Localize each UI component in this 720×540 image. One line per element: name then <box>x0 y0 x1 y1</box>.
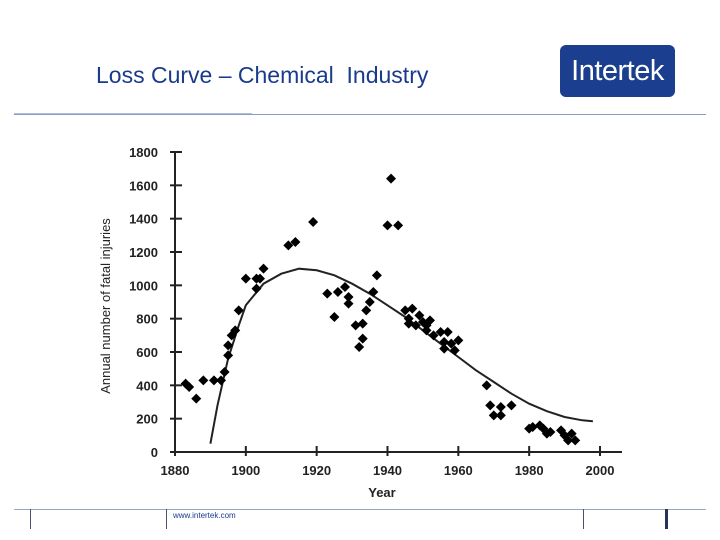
data-point <box>527 422 538 432</box>
data-point <box>191 393 202 404</box>
data-point <box>368 287 379 297</box>
data-point <box>545 427 556 437</box>
data-point <box>414 310 425 321</box>
data-point <box>453 335 464 346</box>
data-point <box>308 217 319 227</box>
data-point <box>290 237 301 247</box>
y-tick-label: 1200 <box>129 245 158 260</box>
chart-axes: 0 200 400 600 800 1000 1200 1400 1600 1800 1880 190… <box>129 145 622 478</box>
data-points-layer <box>180 173 581 446</box>
y-tick-label: 400 <box>136 378 158 393</box>
data-point <box>421 325 432 336</box>
data-point <box>442 327 453 337</box>
data-point <box>283 240 294 251</box>
data-point <box>563 435 574 446</box>
y-tick-label: 600 <box>136 345 158 360</box>
footer-tick <box>166 509 167 529</box>
footer-tick <box>583 509 584 529</box>
slide-title: Loss Curve – Chemical Industry <box>96 62 429 88</box>
data-point <box>184 382 195 392</box>
data-point <box>219 367 230 377</box>
data-point <box>251 283 262 294</box>
data-point <box>223 340 234 351</box>
data-point <box>495 402 506 412</box>
data-point <box>216 375 227 386</box>
data-point <box>357 318 368 329</box>
y-tick-label: 1000 <box>129 278 158 293</box>
data-point <box>566 428 577 439</box>
data-point <box>481 380 492 391</box>
data-point <box>393 220 404 231</box>
y-tick-label: 1600 <box>129 178 158 193</box>
x-tick-label: 1940 <box>373 463 402 478</box>
data-point <box>407 303 418 314</box>
data-point <box>364 297 375 307</box>
data-point <box>570 435 581 446</box>
data-point <box>403 318 414 329</box>
data-point <box>258 263 269 274</box>
data-point <box>255 273 265 284</box>
x-tick-label: 1960 <box>444 463 473 478</box>
data-point <box>223 350 234 361</box>
y-tick-label: 1400 <box>129 212 158 227</box>
data-point <box>506 400 517 411</box>
data-point <box>230 325 241 336</box>
y-tick-label: 200 <box>136 412 158 427</box>
data-point <box>449 345 460 356</box>
x-tick-label: 1880 <box>161 463 190 478</box>
y-tick-label: 800 <box>136 312 158 327</box>
x-tick-label: 1900 <box>231 463 260 478</box>
data-point <box>240 273 251 284</box>
y-axis-label: Annual number of fatal injuries <box>98 218 113 394</box>
data-point <box>332 287 343 297</box>
data-point <box>382 220 393 231</box>
x-axis-label: Year <box>368 485 395 500</box>
data-point <box>329 312 340 322</box>
data-point <box>435 327 446 337</box>
data-point <box>439 337 450 347</box>
data-point <box>350 320 361 331</box>
footer-tick <box>30 509 31 529</box>
x-tick-label: 1920 <box>302 463 331 478</box>
x-tick-label: 2000 <box>586 463 615 478</box>
data-point <box>322 288 333 299</box>
footer-rule <box>14 509 706 510</box>
data-point <box>198 375 209 386</box>
footer-url[interactable]: www.intertek.com <box>173 511 236 520</box>
fitted-curve-layer <box>209 267 593 444</box>
data-point <box>495 410 506 421</box>
data-point <box>485 400 496 411</box>
data-point <box>386 173 397 184</box>
data-point <box>343 298 354 309</box>
data-point <box>343 292 354 302</box>
data-point <box>446 338 457 349</box>
data-point <box>425 315 435 326</box>
data-point <box>488 410 499 421</box>
data-point <box>428 330 439 341</box>
header-rule <box>14 114 706 115</box>
data-point <box>357 333 368 344</box>
intertek-logo: Intertek <box>560 45 675 97</box>
data-point <box>208 375 219 386</box>
data-point <box>233 305 244 316</box>
data-point <box>410 320 421 331</box>
x-tick-label: 1980 <box>515 463 544 478</box>
data-point <box>361 305 372 316</box>
y-tick-label: 1800 <box>129 145 158 160</box>
data-point <box>354 342 365 352</box>
data-point <box>439 343 450 354</box>
data-point <box>400 305 411 316</box>
y-tick-label: 0 <box>151 445 158 460</box>
footer-tick <box>665 509 668 529</box>
fitted-loss-curve <box>209 267 593 444</box>
data-point <box>371 270 382 281</box>
data-point <box>340 282 350 292</box>
